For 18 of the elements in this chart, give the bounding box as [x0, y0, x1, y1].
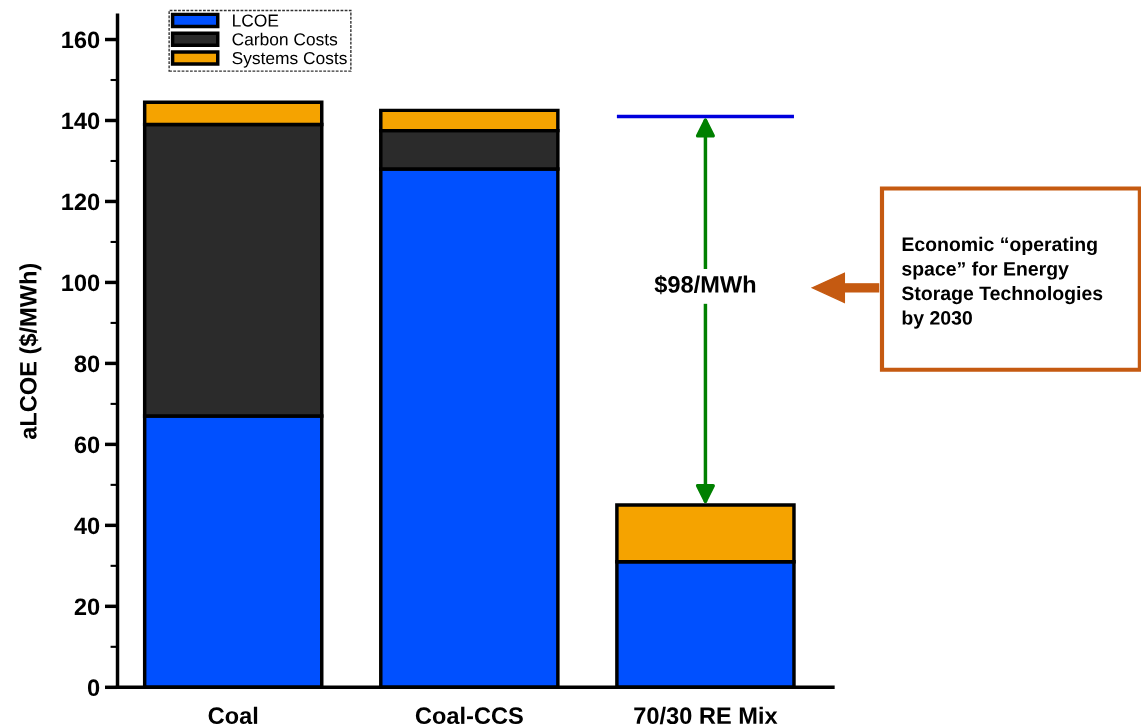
y-tick-label: 0 [87, 679, 100, 697]
text: Economic “operating space” for Energy Storage Technologies by 2030 [901, 236, 1103, 329]
legend-label: Carbon Costs [232, 32, 338, 46]
x-tick-label: 70/30 RE Mix [634, 706, 778, 725]
y-tick-label: 40 [74, 517, 100, 535]
legend-label: Systems Costs [232, 51, 347, 68]
y-tick-label: 120 [62, 193, 100, 211]
x-tick-label: Coal-CCS [415, 706, 523, 725]
y-tick-label: 140 [62, 112, 100, 130]
x-tick-label: Coal [208, 706, 258, 725]
y-axis-title: aLCOE ($/MWh) [18, 263, 42, 440]
y-tick-label: 20 [74, 598, 100, 616]
y-tick-label: 80 [74, 355, 100, 373]
y-tick-label: 160 [62, 31, 100, 49]
y-tick-label: 60 [74, 436, 100, 454]
legend-label: LCOE [233, 14, 279, 27]
annotation: $98/MWh [654, 275, 756, 295]
y-tick-label: 100 [62, 274, 100, 292]
